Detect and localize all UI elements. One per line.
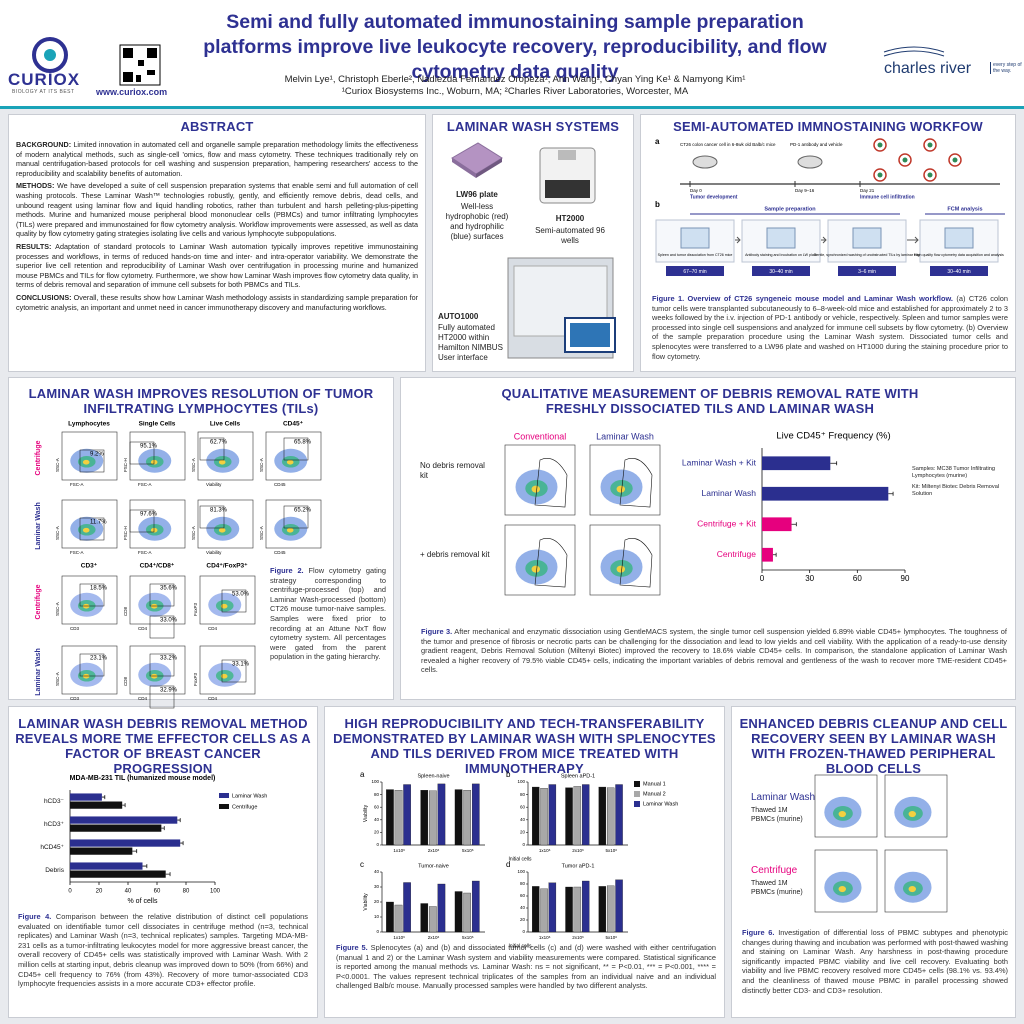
system-desc: Semi-automated 96 wells [535,226,605,245]
section-title: LAMINAR WASH SYSTEMS [446,119,620,134]
system-name: LW96 plate [456,190,498,199]
header-band [0,0,1024,109]
caption-text: Splenocytes (a) and (b) and dissociated … [336,943,716,991]
section-title: ABSTRACT [180,119,254,134]
figure-caption: Figure 2. Flow cytometry gating strategy… [270,566,386,662]
fig3-panel [400,377,1016,700]
system-name: AUTO1000 [438,312,479,321]
curiox-tagline: BIOLOGY AT ITS BEST [12,89,75,95]
caption-text: Comparison between the relative distribu… [18,912,308,989]
method-label: Centrifuge [751,865,798,876]
paragraph-label: BACKGROUND: [16,140,72,149]
note-text: Miltenyi Biotec Debris Removal Solution [912,484,1000,497]
paragraph-text: Overall, these results show how Laminar … [16,292,419,312]
note-label: Samples: [912,466,936,472]
poster-title: Semi and fully automated immunostaining … [203,11,827,83]
sample-label: Thawed 1M PBMCs (murine) [751,807,803,823]
note-label: Kit: [912,484,921,490]
caption-text: After mechanical and enzymatic dissociat… [421,627,1007,675]
cr-logo: charles river [884,60,972,77]
system-desc: Fully automated HT2000 within Hamilton N… [438,323,503,362]
note-text: MC38 Tumor Infiltrating Lymphocytes (mur… [912,466,996,479]
caption-label: Figure 5. [336,943,368,952]
caption-label: Figure 6. [742,928,775,937]
fig5-panel [324,706,725,1018]
paragraph-text: Adaptation of standard protocols to Lami… [16,241,418,290]
caption-label: Figure 3. [421,627,453,636]
caption-label: Figure 1. Overview of CT26 syngeneic mou… [652,294,953,303]
caption-label: Figure 2. [270,566,304,575]
paragraph-text: Limited innovation in automated cell and… [16,140,418,178]
cr-tagline: every step of the way. [990,62,1023,74]
curiox-url: www.curiox.com [96,87,168,97]
section-title: QUALITATIVE MEASUREMENT OF DEBRIS REMOVA… [501,386,919,416]
paragraph-label: METHODS: [16,181,55,191]
method-label: Laminar Wash [751,792,816,803]
section-title: HIGH REPRODUCIBILITY AND TECH-TRANSFERAB… [333,716,716,776]
row-label: No debris removal kit [420,461,485,480]
curiox-logo: CURIOX [8,70,81,89]
figure-caption: Figure 4. Comparison between the relativ… [18,912,308,989]
paragraph-label: CONCLUSIONS: [16,292,72,302]
note: Kit: Miltenyi Biotec Debris Removal Solu… [912,484,1007,498]
abstract-panel [8,114,426,372]
authors: Melvin Lye¹, Christoph Eberle², Nadiezda… [284,74,746,85]
sample-label: Thawed 1M PBMCs (murine) [751,880,803,896]
figure-caption: Figure 1. Overview of CT26 syngeneic mou… [652,294,1008,361]
section-title: LAMINAR WASH IMPROVES RESOLUTION OF TUMO… [28,386,374,416]
abstract-body: BACKGROUND: Limited innovation in automa… [16,140,418,315]
fig4-panel [8,706,318,1018]
caption-label: Figure 4. [18,912,52,921]
section-title: SEMI-AUTOMATED IMMNOSTAINING WORKFOW [673,119,983,134]
paragraph-text: We have developed a suite of cell suspen… [16,181,418,239]
caption-text: Investigation of differential loss of PB… [742,928,1008,995]
section-title: LAMINAR WASH DEBRIS REMOVAL METHOD REVEA… [15,716,311,776]
system-desc: Well-less hydrophobic (red) and hydrophi… [445,202,509,241]
caption-text: (a) CT26 colon tumor cells were transpla… [652,294,1009,361]
system-name: HT2000 [555,214,585,223]
note: Samples: MC38 Tumor Infiltrating Lymphoc… [912,466,1007,480]
figure-caption: Figure 3. After mechanical and enzymatic… [421,627,1007,675]
abstract-paragraph: CONCLUSIONS: Overall, these results show… [16,293,418,312]
paragraph-label: RESULTS: [16,241,52,251]
section-title: ENHANCED DEBRIS CLEANUP AND CELL RECOVER… [739,716,1008,776]
row-label: + debris removal kit [420,550,490,559]
affiliations: ¹Curiox Biosystems Inc., Woburn, MA; ²Ch… [341,86,689,97]
figure-caption: Figure 5. Splenocytes (a) and (b) and di… [336,943,716,991]
abstract-paragraph: METHODS: We have developed a suite of ce… [16,181,418,239]
abstract-paragraph: BACKGROUND: Limited innovation in automa… [16,140,418,178]
caption-text: Flow cytometry gating strategy correspon… [270,566,386,662]
figure-caption: Figure 6. Investigation of differential … [742,928,1008,995]
abstract-paragraph: RESULTS: Adaptation of standard protocol… [16,242,418,290]
